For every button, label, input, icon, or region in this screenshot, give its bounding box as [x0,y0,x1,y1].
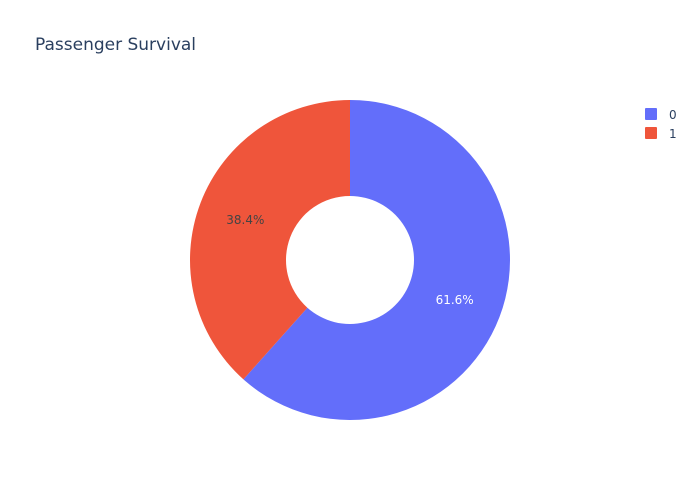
legend-label-1[interactable]: 1 [669,127,677,141]
pie-slices [190,100,511,420]
pie-slice-labels: 61.6% 38.4% [226,213,473,307]
legend-swatch-1[interactable] [645,127,657,139]
legend-label-0[interactable]: 0 [669,108,677,122]
pie-slice-1[interactable] [190,100,350,380]
chart-title: Passenger Survival [35,35,196,55]
legend-swatch-0[interactable] [645,108,657,120]
slice-label-1: 38.4% [226,213,264,227]
legend[interactable]: 0 1 [645,108,677,141]
pie-slice-0[interactable] [243,100,511,420]
slice-label-0: 61.6% [436,293,474,307]
